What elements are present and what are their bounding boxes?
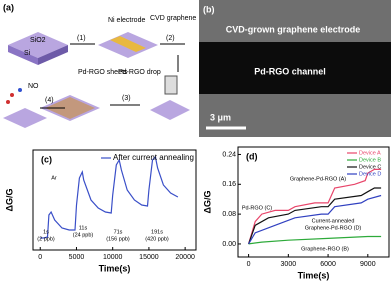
step: (2)	[166, 35, 175, 42]
label: CVD-grown graphene electrode	[226, 24, 361, 34]
label: Pd-RGO drop	[118, 69, 161, 76]
annotation: 191s	[151, 229, 163, 235]
x-tick-label: 5000	[69, 254, 85, 261]
annotation: 71s	[114, 229, 123, 235]
legend-label: Device C	[359, 164, 381, 170]
legend-label: Device D	[359, 171, 381, 177]
annotation: (420 ppb)	[145, 236, 169, 242]
step: (1)	[77, 35, 86, 42]
data-line	[248, 168, 382, 245]
x-tick-label: 10000	[103, 254, 123, 261]
x-tick-label: 20000	[175, 254, 195, 261]
label: Pd-RGO channel	[254, 66, 326, 76]
label: Ni electrode	[108, 17, 145, 24]
annotation: Ar	[51, 175, 57, 181]
y-tick-label: 0.24	[222, 151, 236, 158]
x-tick-label: 0	[247, 261, 251, 268]
label: NO	[28, 83, 39, 90]
data-line	[248, 194, 382, 245]
x-tick-label: 9000	[360, 261, 376, 268]
panel-a: (a) SiO2 Si (1) Ni electrode (2) CVD gra…	[3, 2, 196, 128]
data-line	[248, 235, 382, 245]
label: SiO2	[30, 37, 46, 44]
plot-frame	[32, 149, 197, 251]
substrate	[3, 108, 47, 128]
x-tick-label: 15000	[139, 254, 159, 261]
dropper	[164, 75, 178, 95]
panel-label: (b)	[203, 4, 215, 14]
y-axis-label: ΔG/G	[4, 189, 14, 212]
electrode	[110, 36, 146, 52]
annotation: Graphene-Pd-RGO (D)	[305, 225, 362, 231]
substrate-side	[8, 45, 38, 65]
molecule	[18, 88, 22, 92]
annotation: (2 ppb)	[37, 236, 55, 242]
annotation: 1s	[43, 229, 49, 235]
scale-label: 3 μm	[210, 112, 231, 122]
y-axis-label: ΔG/G	[202, 191, 212, 214]
plot-frame	[237, 146, 390, 258]
legend-label: Device B	[359, 157, 381, 163]
graphene	[45, 97, 95, 119]
legend-label: After current annealing	[113, 153, 194, 162]
panel-label: (d)	[246, 151, 258, 161]
panel-label: (a)	[3, 2, 14, 12]
y-tick-label: 0.00	[222, 241, 236, 248]
annotation: 11s	[79, 225, 88, 231]
channel	[199, 42, 391, 94]
step: (3)	[122, 95, 131, 102]
step: (4)	[45, 97, 54, 104]
annotation: Pd-RGO (C)	[242, 205, 272, 211]
label: Si	[24, 50, 31, 57]
label: Pd-RGO sheets	[78, 69, 128, 76]
molecule	[6, 100, 10, 104]
x-axis-label: Time(s)	[99, 263, 131, 273]
x-axis-label: Time(s)	[298, 270, 330, 280]
y-tick-label: 0.08	[222, 211, 236, 218]
substrate	[150, 100, 190, 120]
label: CVD graphene	[150, 15, 196, 22]
data-line	[40, 155, 179, 239]
annotation: Graphene-Pd-RGO (A)	[290, 176, 346, 182]
annotation: Graphene-RGO (B)	[301, 246, 349, 252]
substrate-side	[38, 45, 68, 65]
x-tick-label: 3000	[281, 261, 297, 268]
annotation: (156 ppb)	[106, 236, 130, 242]
data-line	[248, 187, 382, 245]
molecule	[10, 93, 14, 97]
x-tick-label: 6000	[320, 261, 336, 268]
x-tick-label: 0	[38, 254, 42, 261]
panel-b: (b) CVD-grown graphene electrode Pd-RGO …	[199, 0, 391, 137]
annotation: Current-annealed	[312, 218, 355, 224]
y-tick-label: 0.16	[222, 181, 236, 188]
panel-label: (c)	[41, 154, 52, 164]
annotation: (24 ppb)	[73, 232, 94, 238]
legend-label: Device A	[359, 150, 381, 156]
